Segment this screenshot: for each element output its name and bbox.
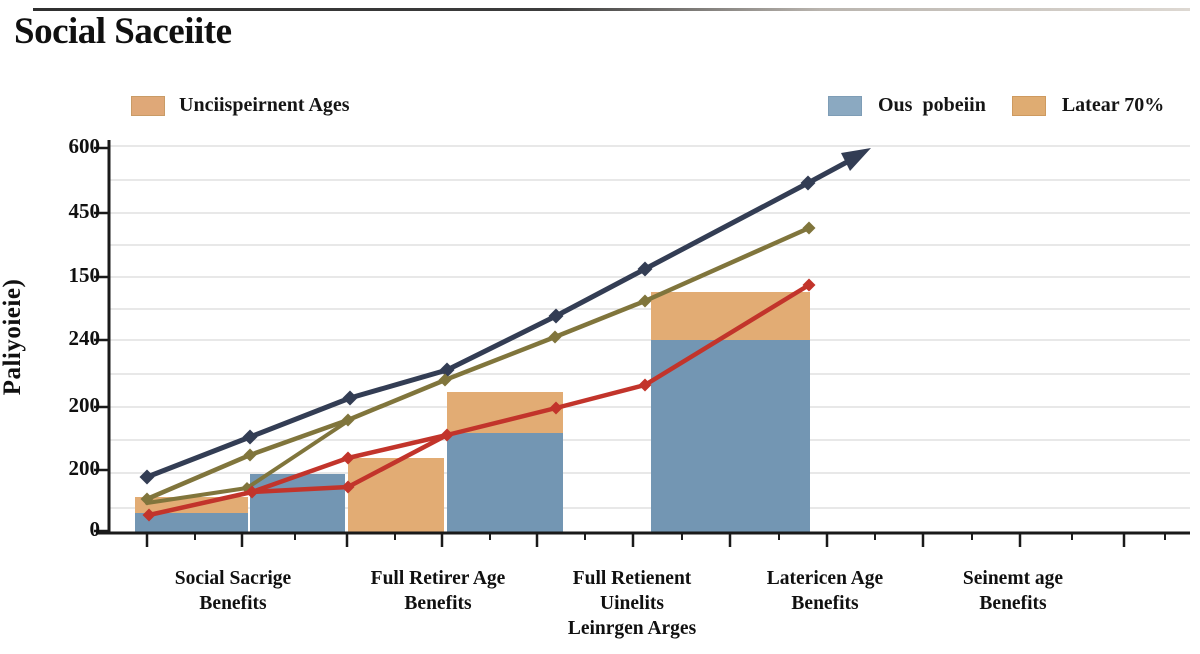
x-category-label: Social Sacrige Benefits xyxy=(174,568,292,614)
marker-diamond-olive-trend xyxy=(802,221,816,235)
y-tick-label: 150 xyxy=(68,263,101,287)
y-tick-label: 200 xyxy=(68,456,101,480)
marker-diamond-navy-trend xyxy=(242,429,258,445)
legend-right: Ous pobeiin Latear 70% xyxy=(828,94,1164,117)
marker-diamond-olive-trend xyxy=(548,330,562,344)
marker-diamond-navy-trend xyxy=(637,261,653,277)
marker-diamond-navy-trend xyxy=(139,469,155,485)
legend-right-label-2: Latear 70% xyxy=(1061,94,1165,116)
x-category-label: Full Retirer Age Benefits xyxy=(370,568,506,614)
marker-diamond-navy-trend xyxy=(439,362,455,378)
marker-diamond-red-trend xyxy=(549,401,563,415)
y-tick-label: 0 xyxy=(89,517,101,541)
x-category-label: Full Retienent Uinelits Leinrgen Arges xyxy=(567,568,697,639)
marker-diamond-navy-trend xyxy=(800,175,816,191)
bar-segment xyxy=(348,458,444,533)
legend-swatch-tan-2 xyxy=(1011,95,1046,116)
bar-segment xyxy=(651,340,810,533)
marker-diamond-olive-trend xyxy=(638,294,652,308)
line-series-navy-trend xyxy=(144,159,850,480)
legend-left-label: Unciispeirnent Ages xyxy=(179,94,350,116)
marker-diamond-red-trend xyxy=(638,378,652,392)
marker-diamond-navy-trend xyxy=(548,308,564,324)
arrowhead-navy-trend xyxy=(841,148,871,171)
legend-right-label-1: Ous pobeiin xyxy=(878,94,986,116)
marker-diamond-olive-trend xyxy=(243,448,257,462)
bar-segment xyxy=(447,433,563,533)
marker-diamond-red-trend xyxy=(341,480,355,494)
legend-swatch-blue xyxy=(828,95,862,116)
bar-segment xyxy=(250,474,345,533)
x-category-label: Seinemt age Benefits xyxy=(962,568,1064,614)
marker-diamond-red-trend xyxy=(142,508,156,522)
x-category-label: Latericen Age Benefits xyxy=(766,568,884,614)
chart-title: Social Saceiite xyxy=(14,11,232,52)
legend-swatch-tan xyxy=(131,95,165,116)
bar-segment xyxy=(135,513,248,533)
top-rule-line xyxy=(33,8,1190,11)
y-tick-label: 240 xyxy=(68,326,101,350)
legend-left: Unciispeirnent Ages xyxy=(131,94,350,117)
y-tick-label: 200 xyxy=(68,393,101,417)
y-tick-label: 450 xyxy=(68,199,101,223)
marker-diamond-olive-trend xyxy=(438,373,452,387)
marker-diamond-red-trend xyxy=(802,278,816,292)
marker-diamond-red-branch xyxy=(341,451,355,465)
marker-diamond-navy-trend xyxy=(342,390,358,406)
y-tick-label: 600 xyxy=(68,134,101,158)
